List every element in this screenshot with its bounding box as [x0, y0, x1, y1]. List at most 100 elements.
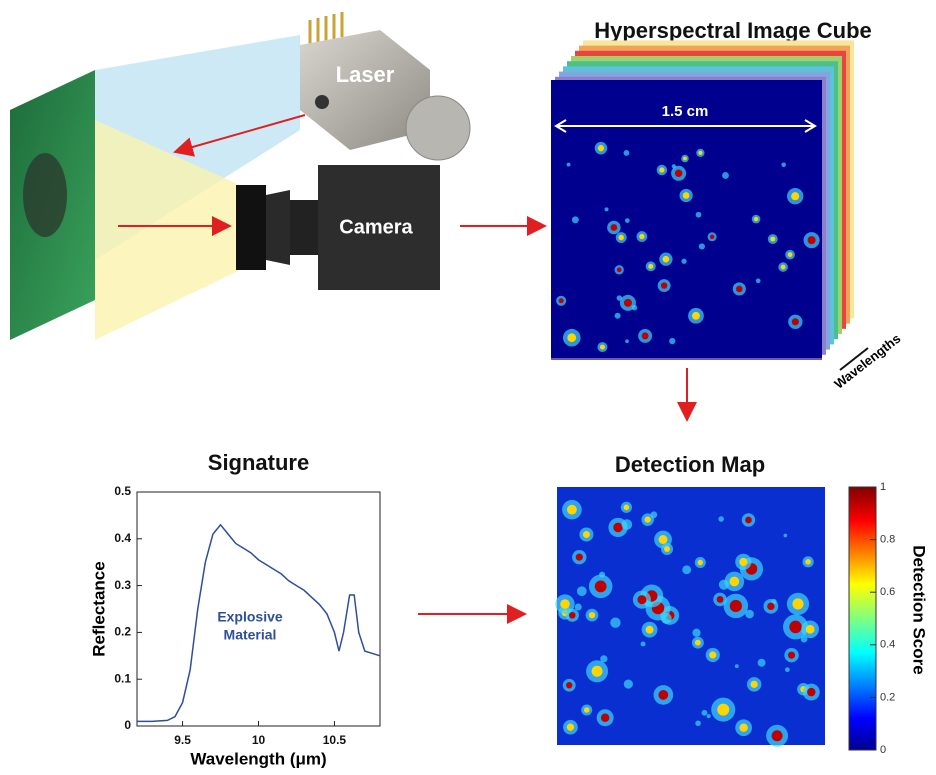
colorbar-tick-label: 0.8 — [880, 534, 895, 546]
speckle — [572, 216, 579, 223]
speckle-core — [788, 252, 793, 257]
speckle-core — [569, 612, 576, 619]
speckle — [696, 212, 702, 218]
speckle — [610, 618, 620, 628]
camera-device: Camera — [236, 165, 440, 290]
speckle-core — [807, 688, 815, 696]
speckle-core — [567, 333, 576, 342]
speckle — [781, 162, 786, 167]
speckle-core — [566, 682, 572, 688]
speckle-core — [595, 581, 607, 593]
speckle-core — [751, 681, 758, 688]
speckle-core — [624, 505, 630, 511]
speckle — [756, 278, 761, 283]
speckle-core — [698, 560, 704, 566]
map-title: Detection Map — [615, 452, 765, 477]
speckle — [661, 613, 672, 624]
speckle-core — [658, 690, 668, 700]
speckle-core — [710, 235, 715, 240]
x-tick-label: 9.5 — [174, 733, 191, 747]
speckle — [695, 720, 701, 726]
speckle — [605, 207, 609, 211]
speckle-core — [584, 707, 590, 713]
speckle-core — [610, 224, 617, 231]
speckle-core — [637, 595, 646, 604]
speckle-core — [639, 234, 644, 239]
speckle — [692, 629, 700, 637]
speckle — [641, 641, 646, 646]
speckle-core — [754, 217, 758, 221]
speckle-core — [598, 145, 604, 151]
camera-label: Camera — [339, 216, 413, 238]
x-tick-label: 10 — [252, 733, 266, 747]
speckle — [615, 313, 621, 319]
speckle-core — [739, 724, 747, 732]
speckle-core — [600, 345, 605, 350]
speckle-core — [698, 151, 702, 155]
speckle-core — [567, 724, 574, 731]
speckle-core — [770, 237, 775, 242]
speckle-core — [613, 523, 623, 533]
speckle — [783, 534, 787, 538]
speckle — [702, 710, 708, 716]
speckle — [745, 610, 754, 619]
y-tick-label: 0.1 — [114, 671, 131, 685]
speckle-core — [663, 256, 670, 263]
speckle — [577, 586, 587, 596]
speckle-core — [559, 298, 564, 303]
speckle-core — [695, 640, 701, 646]
speckle-core — [736, 286, 743, 293]
wavelengths-label: Wavelengths — [831, 331, 903, 392]
speckle-core — [648, 264, 653, 269]
speckle — [622, 519, 633, 530]
fingerprint — [23, 153, 67, 237]
colorbar-tick-label: 0.6 — [880, 586, 895, 598]
speckle — [599, 572, 605, 578]
speckle-core — [717, 596, 724, 603]
y-axis-label: Reflectance — [89, 561, 108, 656]
colorbar — [849, 487, 876, 750]
laser-label: Laser — [336, 62, 395, 87]
speckle — [722, 172, 729, 179]
speckle-core — [560, 599, 570, 609]
cube-title: Hyperspectral Image Cube — [594, 18, 872, 43]
speckle-core — [745, 517, 752, 524]
speckle-core — [709, 651, 716, 658]
speckle-core — [805, 559, 811, 565]
speckle — [758, 659, 766, 667]
y-tick-label: 0.5 — [114, 484, 131, 498]
page: Laser Camera Hyperspectral Image Cube 1.… — [0, 0, 936, 775]
speckle-core — [789, 621, 801, 633]
speckle — [682, 565, 691, 574]
speckle-core — [576, 554, 583, 561]
colorbar-tick-label: 0.4 — [880, 639, 895, 651]
speckle-core — [592, 666, 603, 677]
annotation: Explosive — [217, 609, 283, 625]
speckle-core — [792, 318, 799, 325]
speckle — [699, 243, 705, 249]
speckle-core — [806, 625, 815, 634]
y-tick-label: 0.4 — [114, 531, 131, 545]
speckle — [624, 680, 633, 689]
speckle-core — [692, 312, 700, 320]
speckle-core — [683, 192, 690, 199]
x-axis-label: Wavelength (μm) — [190, 749, 326, 768]
x-tick-label: 10.5 — [323, 733, 347, 747]
speckle — [718, 516, 724, 522]
laser-device: Laser — [300, 12, 470, 160]
colorbar-tick-label: 1 — [880, 481, 886, 493]
y-tick-label: 0.2 — [114, 625, 131, 639]
chart-title: Signature — [208, 450, 309, 475]
speckle-core — [601, 713, 609, 721]
y-tick-label: 0 — [124, 718, 131, 732]
speckle-core — [659, 535, 668, 544]
speckle-core — [683, 157, 687, 161]
speckle-core — [791, 192, 799, 200]
speckle — [575, 603, 582, 610]
speckle — [567, 163, 571, 167]
speckle-core — [659, 167, 664, 172]
speckle — [625, 218, 630, 223]
speckle — [681, 259, 686, 264]
speckle-core — [567, 505, 577, 515]
